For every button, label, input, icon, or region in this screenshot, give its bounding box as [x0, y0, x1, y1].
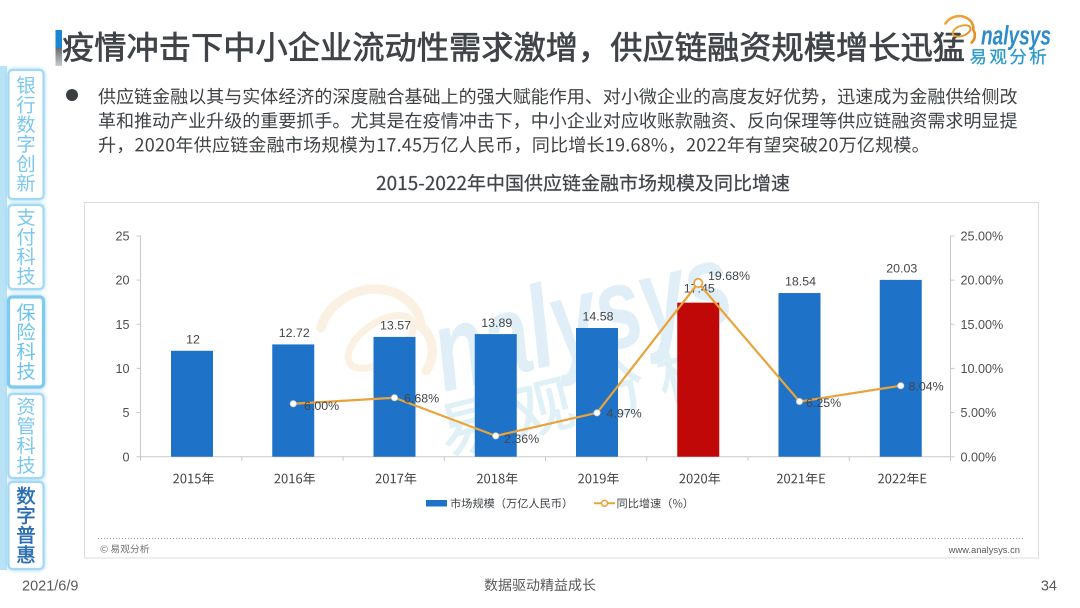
svg-text:12.72: 12.72	[279, 326, 310, 340]
svg-text:20.03: 20.03	[886, 262, 917, 276]
svg-text:4.97%: 4.97%	[607, 406, 642, 420]
svg-text:0: 0	[122, 450, 129, 464]
svg-text:10: 10	[115, 362, 129, 376]
svg-text:6.25%: 6.25%	[806, 396, 841, 410]
svg-text:14.58: 14.58	[582, 310, 613, 324]
svg-text:6.68%: 6.68%	[404, 391, 439, 405]
svg-text:34: 34	[1041, 579, 1057, 595]
svg-text:www.analysys.cn: www.analysys.cn	[948, 544, 1020, 555]
svg-text:18.54: 18.54	[785, 275, 816, 289]
svg-text:10.00%: 10.00%	[961, 362, 1004, 376]
svg-text:12: 12	[186, 332, 200, 346]
svg-text:5: 5	[122, 406, 129, 420]
svg-text:2.36%: 2.36%	[504, 432, 539, 446]
svg-text:8.04%: 8.04%	[909, 379, 944, 393]
svg-text:20: 20	[115, 274, 129, 288]
svg-text:25.00%: 25.00%	[961, 230, 1004, 244]
svg-text:20.00%: 20.00%	[961, 274, 1004, 288]
svg-text:13.89: 13.89	[481, 316, 512, 330]
svg-text:5.00%: 5.00%	[961, 406, 997, 420]
svg-text:13.57: 13.57	[380, 319, 411, 333]
svg-text:2021/6/9: 2021/6/9	[22, 579, 78, 595]
svg-text:6.00%: 6.00%	[304, 399, 339, 413]
svg-text:0.00%: 0.00%	[961, 450, 997, 464]
svg-text:19.68%: 19.68%	[708, 269, 750, 283]
svg-text:15.00%: 15.00%	[961, 318, 1004, 332]
svg-text:25: 25	[115, 230, 129, 244]
svg-text:15: 15	[115, 318, 129, 332]
